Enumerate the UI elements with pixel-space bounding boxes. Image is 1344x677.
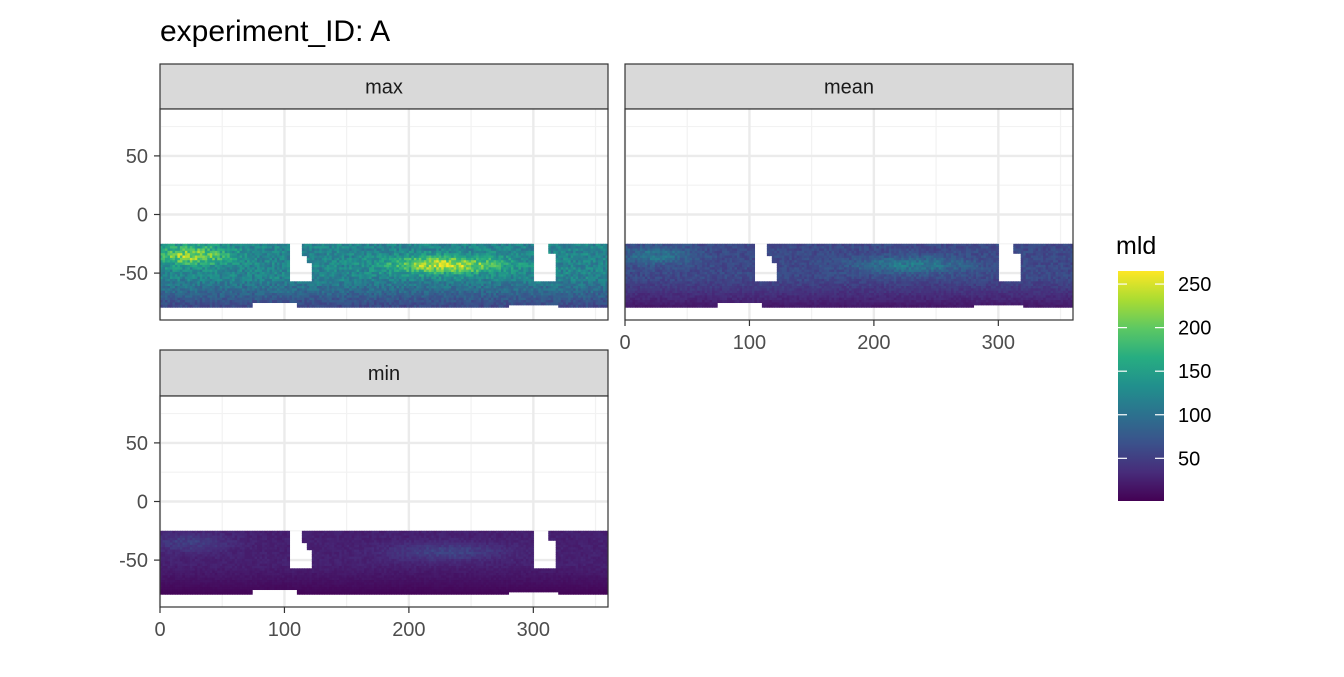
facet-label-max: max [365,77,403,99]
heatmap-cell [250,305,253,308]
chart-title: experiment_ID: A [160,15,390,48]
y-tick-label: 50 [126,146,148,168]
facet-panel-max: max 50 0 -50 [119,64,609,320]
facet-label-mean: mean [824,77,874,99]
y-axis: 50 0 -50 [119,146,160,285]
y-tick-label: -50 [119,263,148,285]
y-tick-label: 0 [137,205,148,227]
